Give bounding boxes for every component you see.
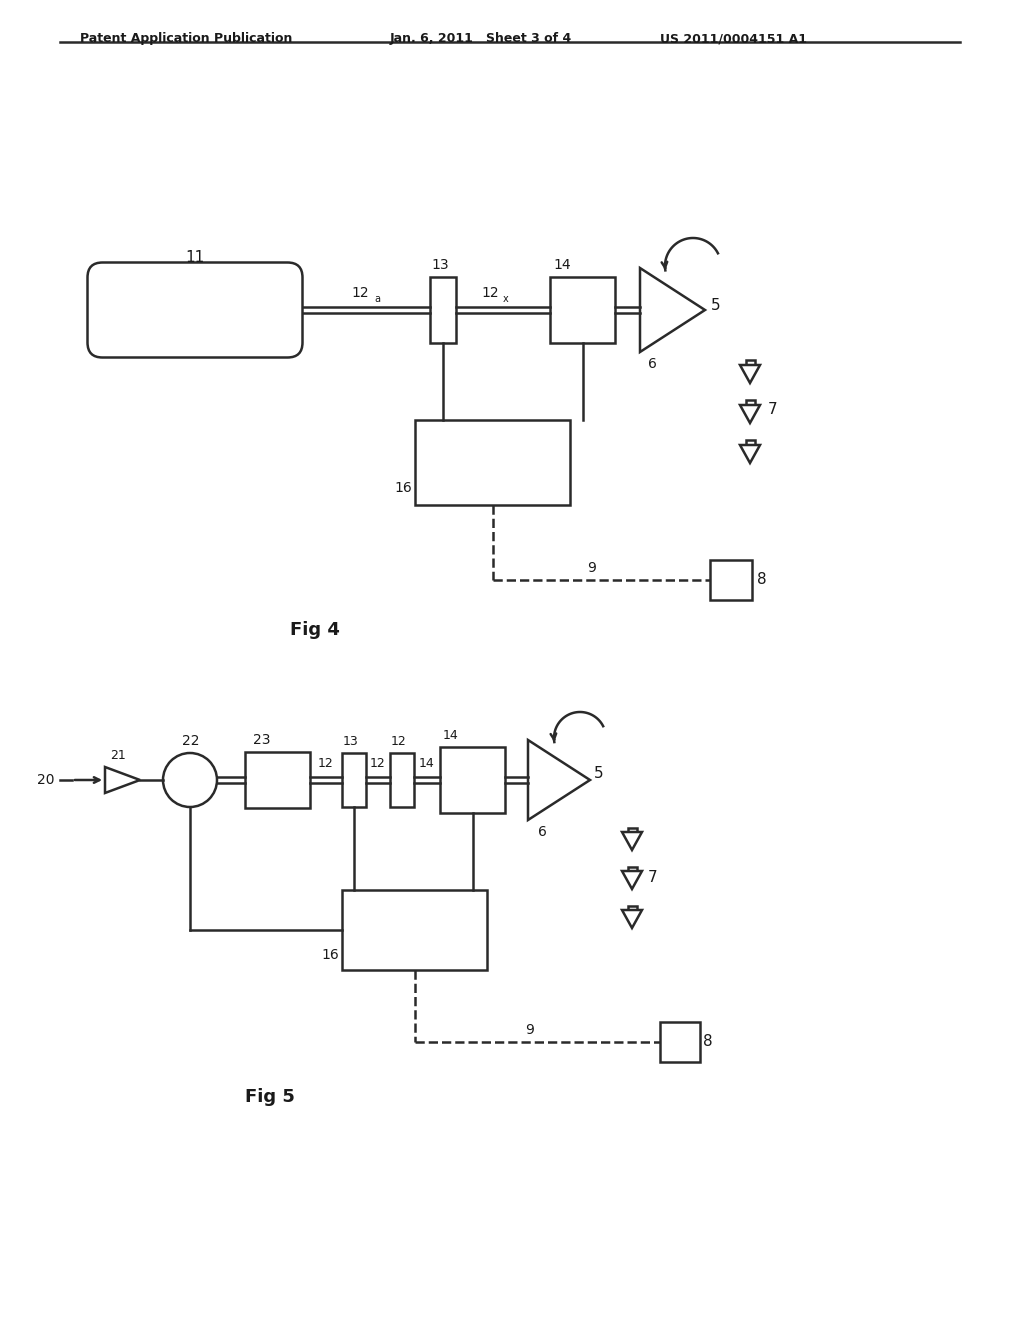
- Text: 7: 7: [648, 870, 657, 884]
- Circle shape: [163, 752, 217, 807]
- Text: 7: 7: [768, 403, 777, 417]
- Bar: [342, 890, 487, 970]
- Polygon shape: [740, 445, 760, 463]
- Text: 6: 6: [538, 825, 547, 840]
- Text: Patent Application Publication: Patent Application Publication: [80, 32, 293, 45]
- Text: Jan. 6, 2011   Sheet 3 of 4: Jan. 6, 2011 Sheet 3 of 4: [390, 32, 572, 45]
- Polygon shape: [640, 268, 705, 352]
- Polygon shape: [628, 906, 637, 909]
- Polygon shape: [740, 405, 760, 422]
- Bar: [440, 747, 505, 813]
- Text: 11: 11: [185, 251, 204, 265]
- Text: 13: 13: [431, 257, 449, 272]
- Text: 12: 12: [318, 756, 334, 770]
- Text: x: x: [503, 294, 509, 304]
- Text: 20: 20: [38, 774, 55, 787]
- Text: 5: 5: [594, 767, 603, 781]
- Text: Fig 4: Fig 4: [290, 620, 340, 639]
- Text: 12: 12: [351, 286, 369, 300]
- Bar: [710, 560, 752, 601]
- Text: 14: 14: [553, 257, 570, 272]
- Bar: [415, 420, 570, 506]
- Text: 6: 6: [648, 356, 656, 371]
- Text: 9: 9: [525, 1023, 534, 1038]
- Bar: [660, 1022, 700, 1063]
- Polygon shape: [528, 741, 590, 820]
- Polygon shape: [622, 832, 642, 850]
- Text: 12: 12: [391, 735, 407, 748]
- Polygon shape: [745, 440, 755, 445]
- Polygon shape: [628, 828, 637, 832]
- Bar: [390, 752, 414, 807]
- Text: 12: 12: [481, 286, 499, 300]
- Text: 21: 21: [110, 748, 126, 762]
- Polygon shape: [745, 360, 755, 366]
- Text: US 2011/0004151 A1: US 2011/0004151 A1: [660, 32, 807, 45]
- Text: 13: 13: [343, 735, 358, 748]
- Text: 5: 5: [711, 298, 721, 314]
- Text: a: a: [374, 294, 380, 304]
- Text: 9: 9: [587, 561, 596, 576]
- Text: 14: 14: [443, 729, 459, 742]
- Text: 12: 12: [370, 756, 386, 770]
- Bar: [550, 277, 615, 343]
- Polygon shape: [105, 767, 140, 793]
- Text: 8: 8: [703, 1035, 713, 1049]
- Bar: [342, 752, 366, 807]
- Polygon shape: [622, 909, 642, 928]
- Text: 23: 23: [253, 733, 270, 747]
- Polygon shape: [745, 400, 755, 405]
- Text: 22: 22: [182, 734, 200, 748]
- Text: Fig 5: Fig 5: [245, 1088, 295, 1106]
- Bar: [245, 752, 310, 808]
- Polygon shape: [628, 867, 637, 871]
- Polygon shape: [740, 366, 760, 383]
- Bar: [430, 277, 456, 343]
- Text: 8: 8: [757, 573, 767, 587]
- FancyBboxPatch shape: [87, 263, 302, 358]
- Polygon shape: [622, 871, 642, 888]
- Text: 14: 14: [419, 756, 435, 770]
- Text: 16: 16: [322, 948, 339, 962]
- Text: 16: 16: [394, 480, 412, 495]
